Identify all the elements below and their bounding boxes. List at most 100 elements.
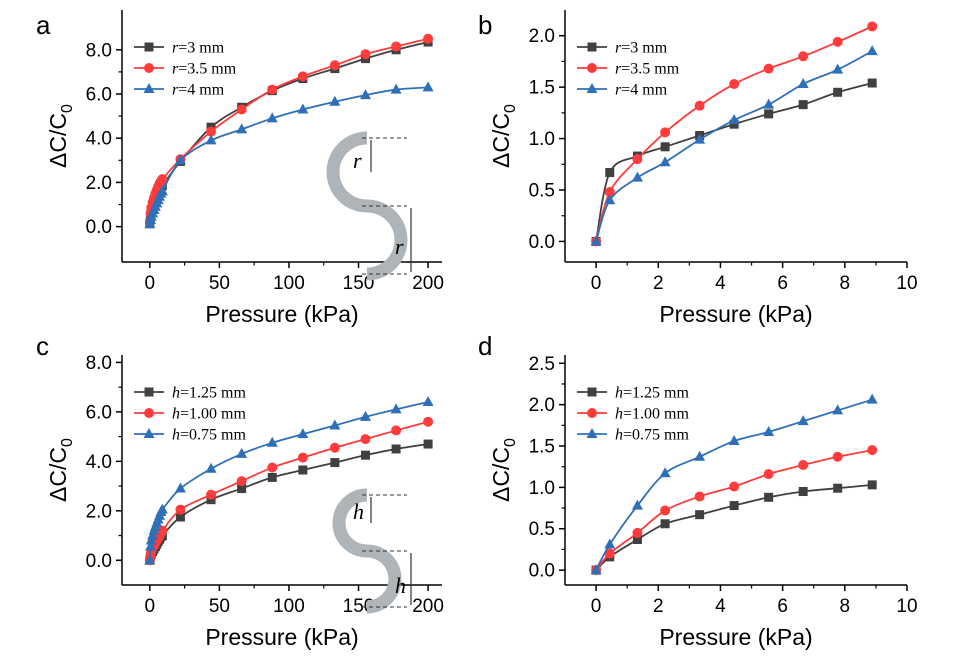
data-point xyxy=(236,123,248,134)
inset-label: r xyxy=(353,148,362,173)
data-point xyxy=(422,395,434,406)
data-point xyxy=(763,469,774,480)
inset-upper-arc xyxy=(326,131,368,213)
panel-b: 0 2 4 6 8 10 0.0 0.5 1.0 1.5 2.0 Pressure (kPa) ΔC/C… xyxy=(488,10,918,327)
y-tick-label: 1.5 xyxy=(529,78,555,99)
data-point xyxy=(391,41,402,52)
legend-entry: r=4 mm xyxy=(172,82,225,99)
y-tick-label: 8.0 xyxy=(86,40,112,61)
y-tick-label: 1.5 xyxy=(529,437,555,458)
legend-variable: h xyxy=(172,385,180,402)
data-point xyxy=(156,185,168,196)
x-tick-label: 0 xyxy=(591,596,602,617)
legend: r=3 mmr=3.5 mmr=4 mm xyxy=(134,40,237,99)
data-point xyxy=(391,425,402,436)
series-line xyxy=(595,398,873,571)
data-point xyxy=(266,112,278,123)
data-point xyxy=(660,127,671,138)
x-tick-label: 10 xyxy=(896,273,917,294)
data-point xyxy=(604,194,616,205)
legend-variable: r xyxy=(172,61,179,78)
legend-entry: h=1.25 mm xyxy=(615,385,689,402)
data-point xyxy=(695,510,705,520)
y-tick-label: 0.5 xyxy=(529,181,555,202)
data-point xyxy=(694,450,706,461)
y-tick-label: 0.0 xyxy=(529,561,555,582)
y-tick-label: 1.0 xyxy=(529,478,555,499)
series-line xyxy=(595,449,873,571)
legend-value: =0.75 mm xyxy=(180,427,246,444)
y-axis-label-sub: 0 xyxy=(502,104,519,113)
legend-entry: r=3.5 mm xyxy=(615,61,680,78)
data-point xyxy=(728,114,740,125)
x-tick-label: 10 xyxy=(896,596,917,617)
data-point xyxy=(206,489,217,500)
data-point xyxy=(867,480,877,490)
y-tick-label: 6.0 xyxy=(86,402,112,423)
legend-value: =3.5 mm xyxy=(178,61,236,78)
legend-variable: h xyxy=(172,406,180,423)
legend-marker xyxy=(144,63,154,73)
x-tick-label: 8 xyxy=(840,596,851,617)
data-point xyxy=(145,540,157,551)
y-tick-label: 2.0 xyxy=(529,395,555,416)
series-2 xyxy=(590,393,878,575)
x-tick-label: 6 xyxy=(777,596,788,617)
legend-marker xyxy=(587,42,597,52)
inset-label: h xyxy=(395,573,406,598)
data-point xyxy=(360,49,371,60)
panel-a: 0 50 100 150 200 0.0 2.0 4.0 6.0 8.0 Pressure (kPa… xyxy=(45,10,444,327)
x-tick-label: 4 xyxy=(715,596,726,617)
series-line xyxy=(595,25,873,242)
legend: h=1.25 mmh=1.00 mmh=0.75 mm xyxy=(134,385,246,444)
data-point xyxy=(833,483,843,493)
x-axis-label: Pressure (kPa) xyxy=(205,301,358,327)
data-point xyxy=(763,425,775,436)
data-point xyxy=(266,436,278,447)
legend-variable: r xyxy=(172,82,179,99)
x-tick-label: 2 xyxy=(653,273,664,294)
data-point xyxy=(330,458,340,468)
series-2 xyxy=(144,81,434,229)
data-point xyxy=(832,36,843,47)
legend-entry: h=1.25 mm xyxy=(172,385,246,402)
legend: r=3 mmr=3.5 mmr=4 mm xyxy=(577,40,680,99)
legend-value: =1.25 mm xyxy=(180,385,246,402)
data-point xyxy=(237,484,247,494)
legend-entry: h=0.75 mm xyxy=(615,427,689,444)
y-tick-label: 8.0 xyxy=(86,353,112,374)
data-point xyxy=(174,482,186,493)
y-tick-label: 2.0 xyxy=(529,26,555,47)
legend-marker xyxy=(587,387,597,397)
panel-c: 0 50 100 150 200 0.0 2.0 4.0 6.0 8.0 Pressure (kPa… xyxy=(45,353,444,650)
inset-label: r xyxy=(395,234,404,259)
legend-value: =1.25 mm xyxy=(623,385,689,402)
x-tick-label: 0 xyxy=(591,273,602,294)
legend-entry: h=1.00 mm xyxy=(615,406,689,423)
y-axis-label-main: ΔC/C xyxy=(488,113,514,168)
legend-value: =3 mm xyxy=(621,40,667,57)
data-point xyxy=(297,428,309,439)
inset-lower-arc xyxy=(366,199,408,281)
legend-entry: h=1.00 mm xyxy=(172,406,246,423)
y-axis-label-main: ΔC/C xyxy=(45,447,71,502)
data-point xyxy=(833,87,843,97)
data-point xyxy=(694,100,705,111)
data-point xyxy=(297,103,309,114)
y-tick-label: 2.0 xyxy=(86,173,112,194)
legend-variable: h xyxy=(615,385,623,402)
inset-schematic: hh xyxy=(332,488,412,614)
data-point xyxy=(205,462,217,473)
data-point xyxy=(660,519,670,529)
legend-variable: r xyxy=(615,40,622,57)
y-axis-label-main: ΔC/C xyxy=(45,113,71,168)
series-line xyxy=(148,86,429,225)
x-tick-label: 8 xyxy=(840,273,851,294)
legend-variable: r xyxy=(615,61,622,78)
data-point xyxy=(764,492,774,502)
y-axis-label-main: ΔC/C xyxy=(488,447,514,502)
data-point xyxy=(798,487,808,497)
data-point xyxy=(329,60,340,71)
data-point xyxy=(798,460,809,471)
